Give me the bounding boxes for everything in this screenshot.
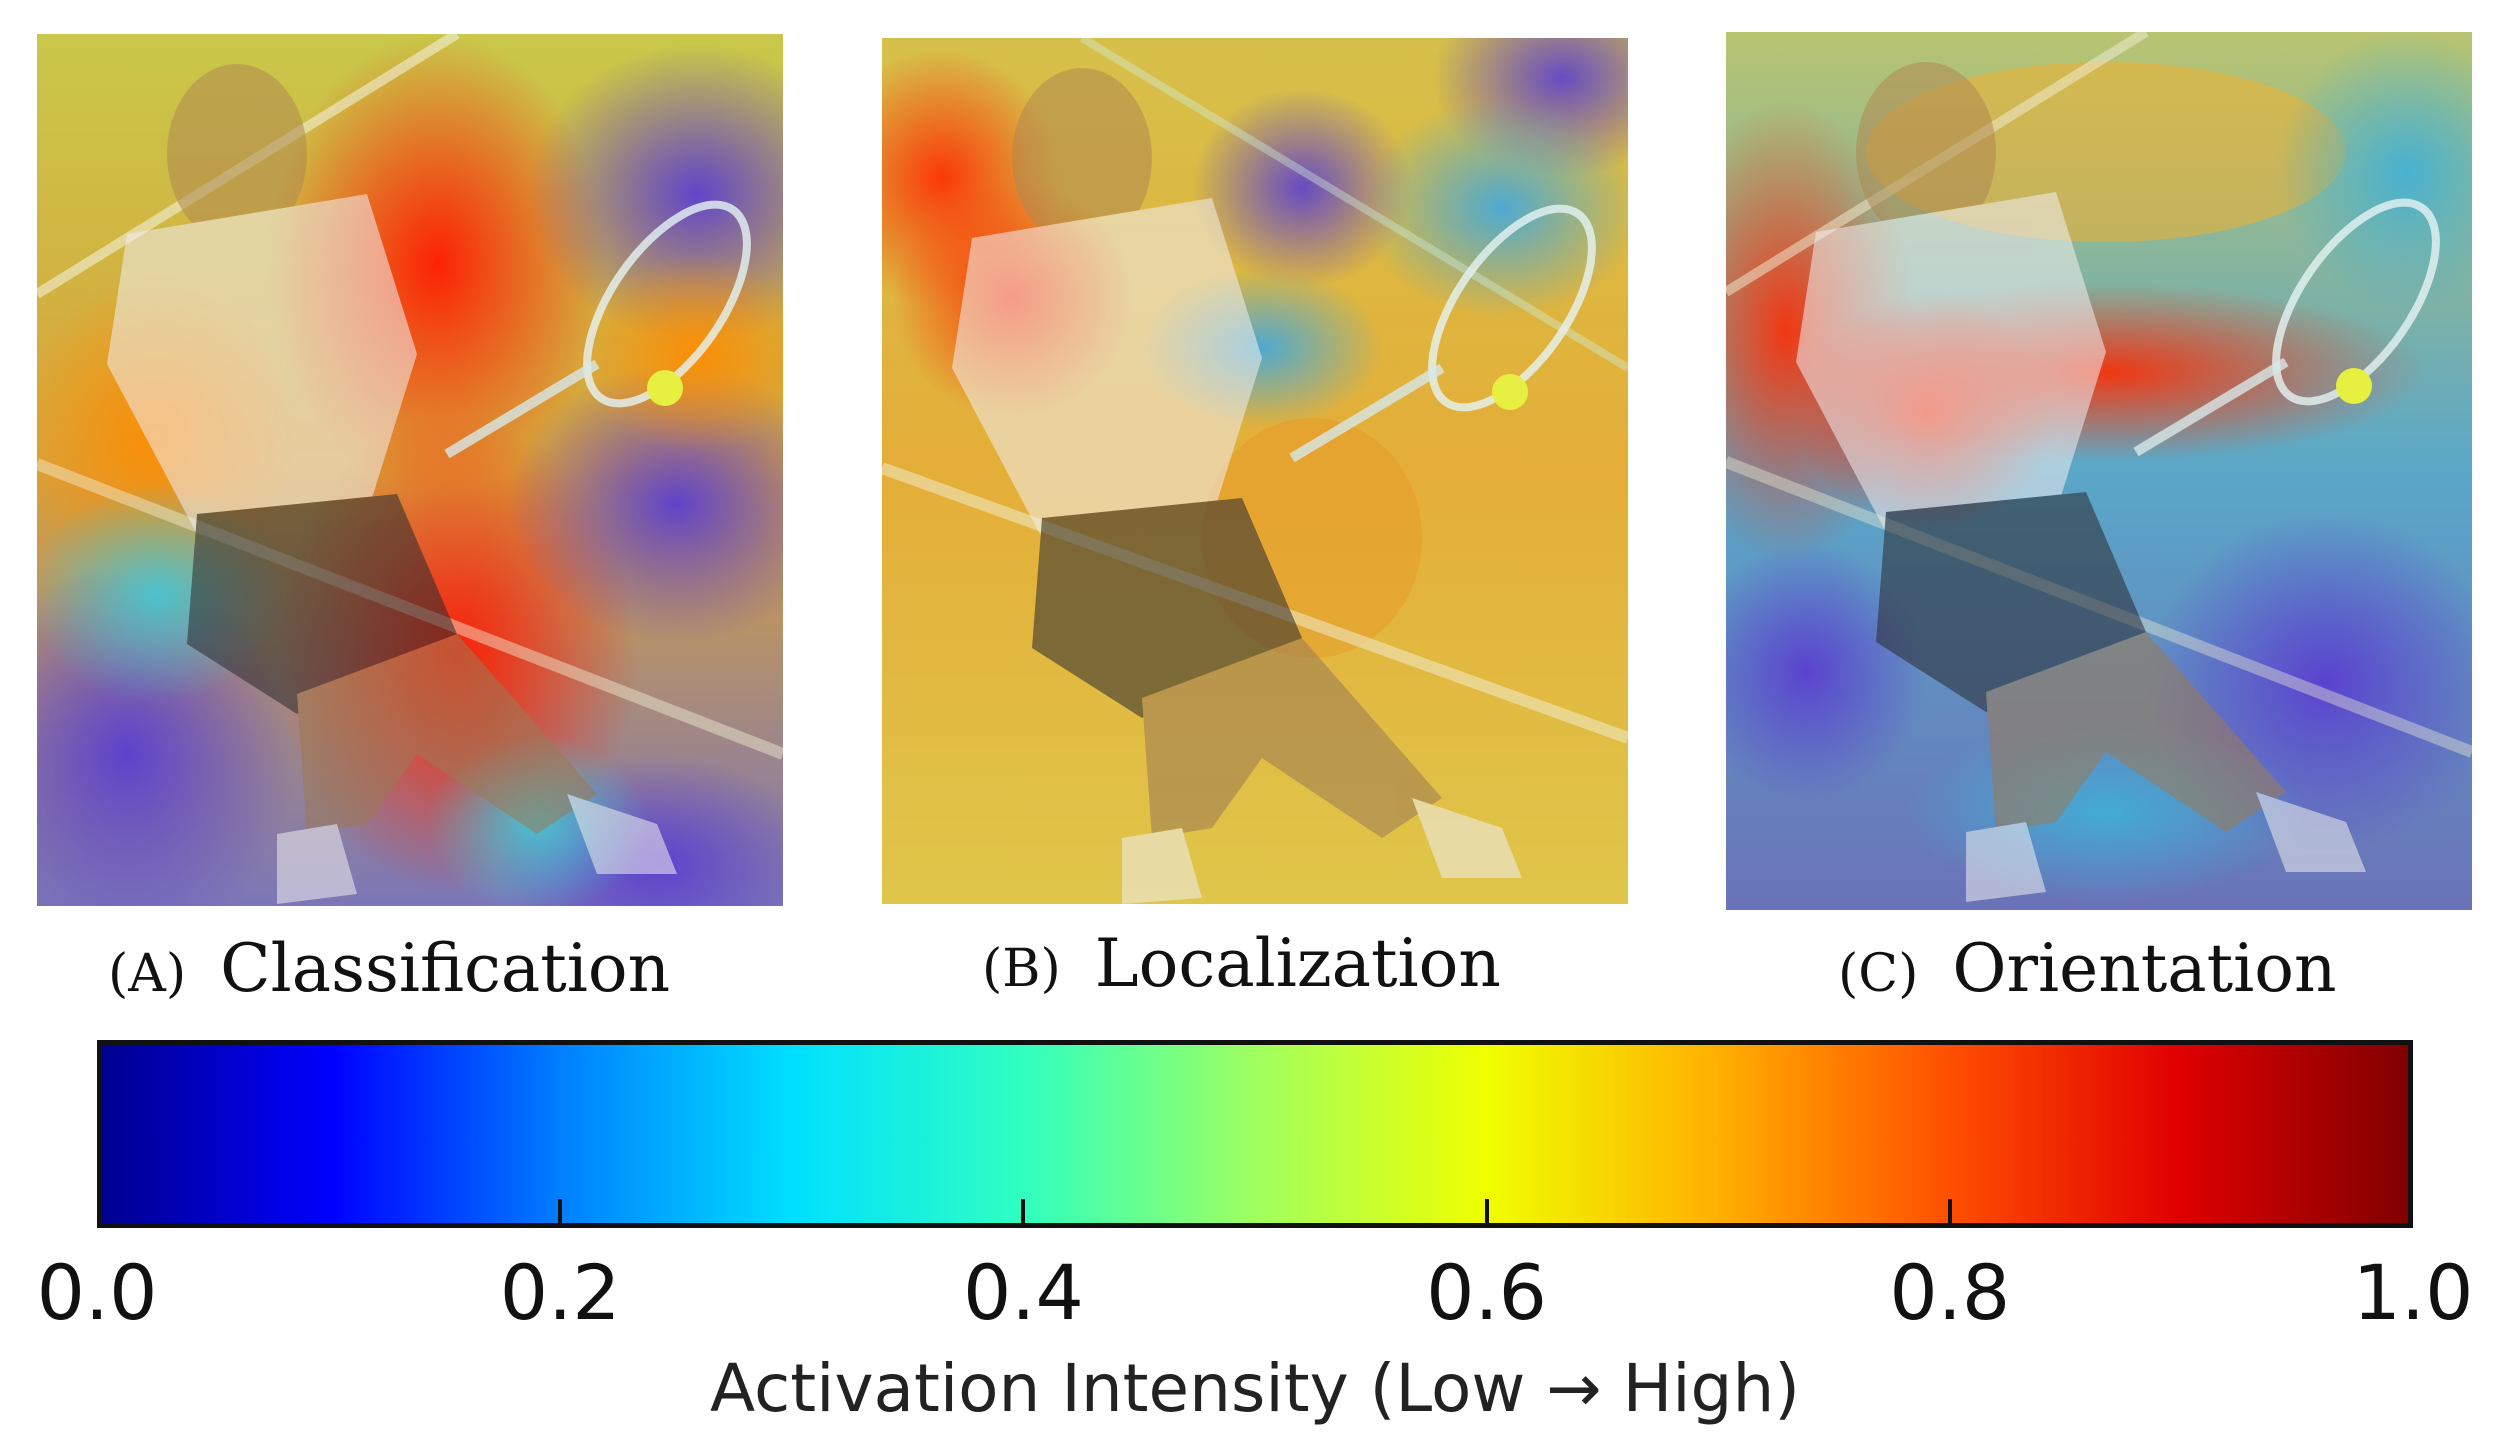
colorbar-tick-1 <box>558 1199 563 1223</box>
colorbar-tick-3 <box>1484 1199 1489 1223</box>
caption-title-orientation: Orientation <box>1952 930 2337 1007</box>
colorbar-tick-label-5: 1.0 <box>2352 1248 2474 1337</box>
heatmap-panel-classification <box>37 34 783 906</box>
heatmap-image-classification <box>37 34 783 906</box>
colorbar-tick-label-4: 0.8 <box>1889 1248 2011 1337</box>
caption-letter-b: (B) <box>982 939 1061 999</box>
caption-letter-a: (A) <box>108 944 187 1004</box>
colorbar <box>97 1040 2413 1228</box>
caption-title-localization: Localization <box>1094 925 1501 1002</box>
colorbar-label: Activation Intensity (Low → High) <box>709 1350 1801 1427</box>
colorbar-tick-label-3: 0.6 <box>1426 1248 1548 1337</box>
caption-letter-c: (C) <box>1838 944 1919 1004</box>
caption-title-classification: Classification <box>220 930 671 1007</box>
heatmap-panel-orientation <box>1726 32 2472 910</box>
caption-classification: (A) Classification <box>108 930 670 1007</box>
heatmap-image-orientation <box>1726 32 2472 910</box>
caption-orientation: (C) Orientation <box>1838 930 2336 1007</box>
colorbar-tick-4 <box>1947 1199 1952 1223</box>
colorbar-tick-label-2: 0.4 <box>962 1248 1084 1337</box>
colorbar-tick-label-1: 0.2 <box>499 1248 621 1337</box>
heatmap-image-localization <box>882 38 1628 904</box>
caption-localization: (B) Localization <box>982 925 1501 1002</box>
colorbar-tick-label-0: 0.0 <box>36 1248 158 1337</box>
colorbar-tick-2 <box>1021 1199 1026 1223</box>
heatmap-panel-localization <box>882 38 1628 904</box>
